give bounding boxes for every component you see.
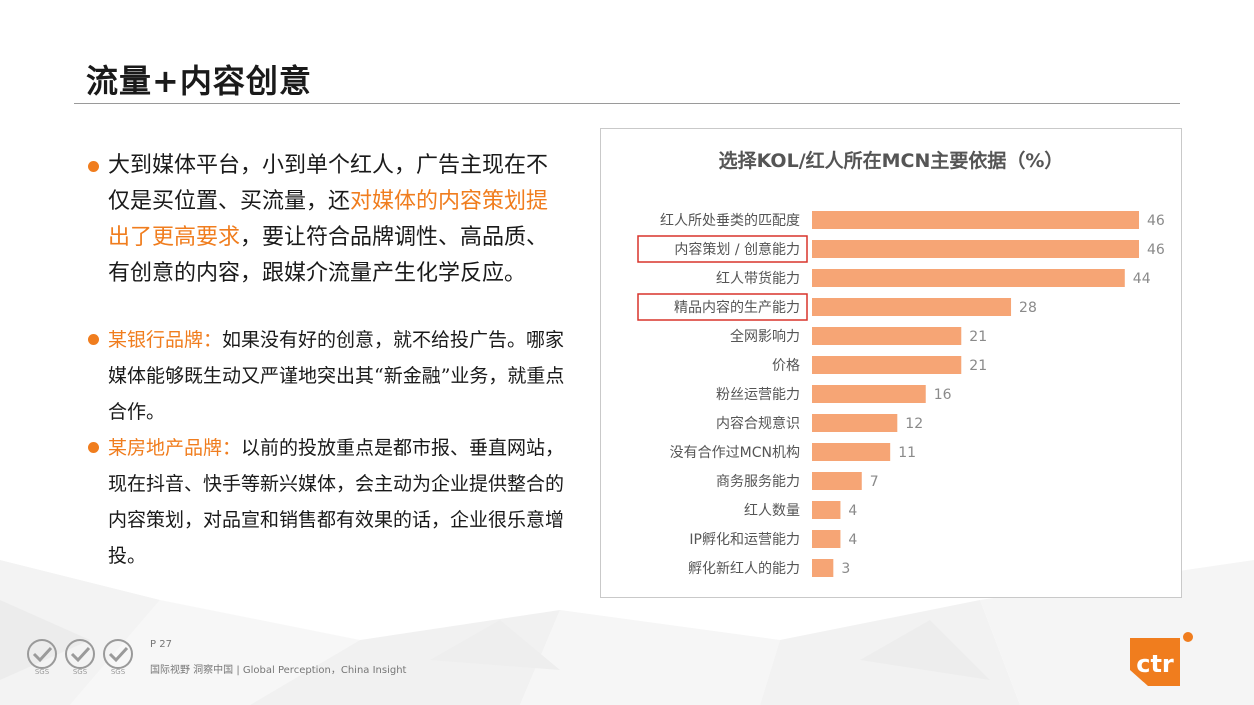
value-label-7: 12 (905, 416, 923, 432)
bar-6 (812, 385, 926, 403)
value-label-6: 16 (934, 387, 952, 403)
highlight-box-3 (637, 293, 808, 321)
value-label-12: 3 (841, 561, 850, 577)
quote-bank: 某银行品牌：如果没有好的创意，就不给投广告。哪家媒体能够既生动又严谨地突出其“新… (86, 322, 566, 430)
category-label-11: IP孵化和运营能力 (689, 532, 800, 548)
page-title: 流量+内容创意 (86, 62, 312, 100)
category-label-5: 价格 (772, 358, 800, 374)
main-bullet: 大到媒体平台，小到单个红人，广告主现在不仅是买位置、买流量，还对媒体的内容策划提… (86, 148, 566, 292)
value-label-9: 7 (870, 474, 879, 490)
value-label-4: 21 (969, 329, 987, 345)
bullet-dot (88, 442, 99, 453)
category-label-4: 全网影响力 (730, 328, 800, 345)
bar-11 (812, 530, 841, 548)
quote-text: 如果没有好的创意，就不给投广告。哪家媒体能够既生动又严谨地突出其“新金融”业务，… (108, 329, 565, 423)
badge-icon: SGS (103, 639, 133, 676)
bar-7 (812, 414, 898, 432)
footer-tagline: 国际视野 洞察中国 | Global Perception，China Insi… (150, 665, 407, 676)
main-bullet-text-2: ，要让符合品牌调性、高品质、有创意的内容，跟媒介流量产生化学反应。 (108, 225, 549, 286)
quote-brand: 某银行品牌： (108, 329, 223, 351)
bullet-dot (88, 161, 99, 172)
badge-icon: SGS (27, 639, 57, 676)
bar-4 (812, 327, 962, 345)
badge-icon: SGS (65, 639, 95, 676)
logo-text: ctr (1136, 650, 1174, 678)
category-label-8: 没有合作过MCN机构 (670, 445, 800, 461)
value-label-2: 44 (1133, 271, 1151, 287)
category-label-7: 内容合规意识 (716, 415, 800, 432)
category-label-9: 商务服务能力 (716, 474, 800, 490)
text-panel: 大到媒体平台，小到单个红人，广告主现在不仅是买位置、买流量，还对媒体的内容策划提… (86, 148, 566, 574)
bar-9 (812, 472, 862, 490)
bar-5 (812, 356, 962, 374)
bar-12 (812, 559, 834, 577)
badge-label: SGS (111, 668, 126, 676)
bullet-dot (88, 334, 99, 345)
ctr-logo: ctr (1130, 632, 1193, 686)
bar-3 (812, 298, 1012, 316)
badge-label: SGS (35, 668, 50, 676)
value-label-11: 4 (848, 532, 857, 548)
bar-1 (812, 240, 1139, 258)
value-label-8: 11 (898, 445, 916, 461)
category-label-1: 内容策划 / 创意能力 (674, 241, 800, 258)
value-label-0: 46 (1147, 213, 1165, 229)
category-label-2: 红人带货能力 (716, 270, 800, 287)
highlight-box-1 (637, 235, 808, 263)
main-bullet-text-1: 大到媒体平台，小到单个红人，广告主现在不仅是买位置、买流量，还 (108, 153, 549, 214)
category-label-12: 孵化新红人的能力 (688, 561, 800, 577)
value-label-3: 28 (1019, 300, 1037, 316)
value-label-5: 21 (969, 358, 987, 374)
bar-2 (812, 269, 1125, 287)
certification-badges: SGS SGS SGS (27, 639, 133, 676)
chart-panel: 选择KOL/红人所在MCN主要依据（%） 红人所处垂类的匹配度 46 内容策划 / … (600, 128, 1182, 598)
bar-0 (812, 211, 1139, 229)
category-label-6: 粉丝运营能力 (716, 387, 800, 403)
quote-brand: 某房地产品牌： (108, 437, 242, 459)
title-divider (74, 103, 1180, 104)
quote-text: 以前的投放重点是都市报、垂直网站，现在抖音、快手等新兴媒体，会主动为企业提供整合… (108, 437, 565, 567)
badge-label: SGS (73, 668, 88, 676)
chart-title: 选择KOL/红人所在MCN主要依据（%） (718, 150, 1064, 172)
bar-10 (812, 501, 841, 519)
category-label-0: 红人所处垂类的匹配度 (660, 213, 800, 229)
value-label-10: 4 (848, 503, 857, 519)
value-label-1: 46 (1147, 242, 1165, 258)
category-label-3: 精品内容的生产能力 (674, 299, 800, 316)
main-bullet-highlight: 对媒体的内容策划提出了更高要求 (108, 189, 549, 250)
bar-8 (812, 443, 891, 461)
category-label-10: 红人数量 (744, 503, 800, 519)
quote-realestate: 某房地产品牌：以前的投放重点是都市报、垂直网站，现在抖音、快手等新兴媒体，会主动… (86, 430, 566, 574)
page-number: P 27 (150, 639, 172, 650)
